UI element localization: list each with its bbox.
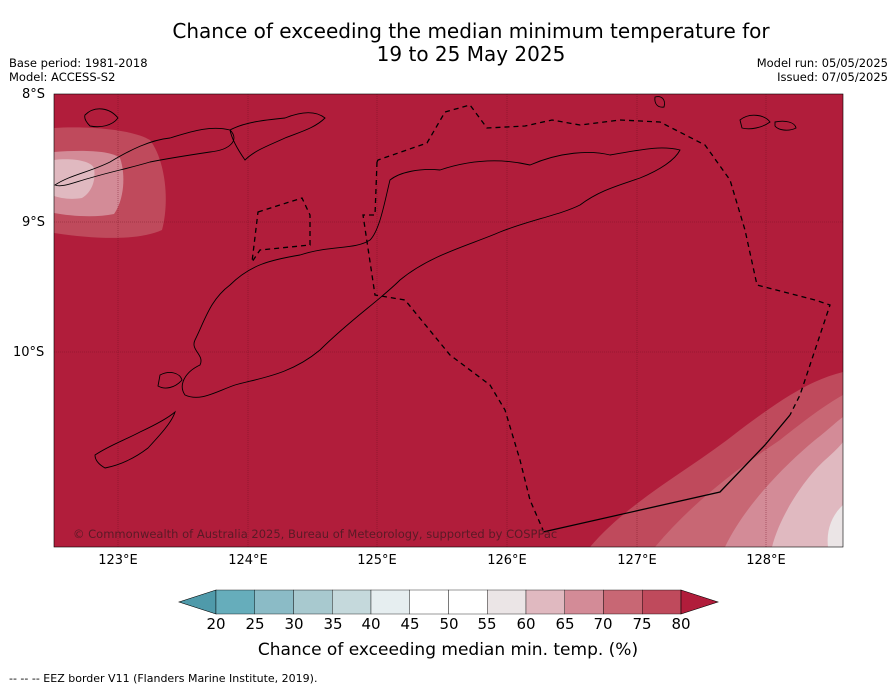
colorbar-tick: 65 xyxy=(555,615,575,633)
eez-footer-note: -- -- -- EEZ border V11 (Flanders Marine… xyxy=(9,672,318,685)
colorbar-swatch xyxy=(525,589,565,615)
probability-field xyxy=(54,94,843,547)
base-period: Base period: 1981-2018 xyxy=(9,56,148,70)
issued-date: Issued: 07/05/2025 xyxy=(777,70,888,84)
colorbar-tick: 75 xyxy=(632,615,652,633)
lat-label-10s: 10°S xyxy=(13,345,45,360)
coastlines xyxy=(54,96,797,469)
rote-coastline xyxy=(157,372,183,389)
colorbar-tick: 20 xyxy=(206,615,226,633)
map-title: Chance of exceeding the median minimum t… xyxy=(0,20,896,66)
lat-label-9s: 9°S xyxy=(22,215,46,230)
colorbar-swatch xyxy=(564,589,604,615)
colorbar-swatch xyxy=(254,589,294,615)
model-run: Model run: 05/05/2025 xyxy=(756,56,888,70)
lon-label-125e: 125°E xyxy=(357,553,397,568)
alor-islands-coastline xyxy=(54,127,235,187)
atauro-coastline xyxy=(654,96,665,108)
flores-coastline xyxy=(84,108,119,128)
lon-label-126e: 126°E xyxy=(487,553,527,568)
map-frame xyxy=(53,93,844,548)
sumba-sawu-coastline xyxy=(94,410,176,469)
lon-label-123e: 123°E xyxy=(98,553,138,568)
colorbar-swatch xyxy=(487,589,527,615)
colorbar-swatch xyxy=(293,589,333,615)
field-zone-65-nw xyxy=(54,159,95,199)
copyright-notice: © Commonwealth of Australia 2025, Bureau… xyxy=(73,527,558,541)
colorbar-tick: 25 xyxy=(245,615,265,633)
colorbar-tick: 50 xyxy=(439,615,459,633)
eez-border-north xyxy=(376,104,831,416)
colorbar-swatch xyxy=(448,589,488,615)
eez-border-west xyxy=(362,161,544,531)
timor-coastline xyxy=(181,147,681,398)
meta-right: Model run: 05/05/2025 Issued: 07/05/2025 xyxy=(757,56,888,84)
colorbar-swatch xyxy=(603,589,643,615)
colorbar-tick: 40 xyxy=(361,615,381,633)
colorbar-tick: 80 xyxy=(671,615,691,633)
lon-label-128e: 128°E xyxy=(746,553,786,568)
eez-border-southeast xyxy=(542,414,791,533)
colorbar-swatch xyxy=(215,589,255,615)
field-zone-60-se xyxy=(772,442,843,547)
colorbar-tick: 45 xyxy=(400,615,420,633)
leti-coastline xyxy=(774,120,797,131)
title-line-1: Chance of exceeding the median minimum t… xyxy=(172,19,770,43)
colorbar-swatch xyxy=(370,589,410,615)
field-zone-55-se xyxy=(827,505,843,547)
colorbar-under-arrow xyxy=(178,589,217,615)
colorbar-label: Chance of exceeding median min. temp. (%… xyxy=(257,640,639,660)
lon-label-127e: 127°E xyxy=(617,553,657,568)
babar-coastline xyxy=(739,114,771,130)
title-line-2: 19 to 25 May 2025 xyxy=(376,42,566,66)
colorbar-swatch xyxy=(409,589,449,615)
colorbar-tick: 55 xyxy=(477,615,497,633)
wetar-coastline xyxy=(229,112,326,161)
colorbar-over-arrow xyxy=(680,589,719,615)
graticule xyxy=(54,94,843,547)
eez-borders xyxy=(251,104,831,531)
lat-label-8s: 8°S xyxy=(22,87,46,102)
lon-label-124e: 124°E xyxy=(228,553,268,568)
colorbar-tick: 60 xyxy=(516,615,536,633)
model-name: Model: ACCESS-S2 xyxy=(9,70,116,84)
colorbar xyxy=(178,589,719,615)
colorbar-tick: 70 xyxy=(593,615,613,633)
colorbar-tick: 30 xyxy=(284,615,304,633)
colorbar-swatch xyxy=(642,589,682,615)
colorbar-tick: 35 xyxy=(323,615,343,633)
eez-border-oecusse xyxy=(251,197,311,263)
colorbar-swatch xyxy=(332,589,372,615)
meta-left: Base period: 1981-2018 Model: ACCESS-S2 xyxy=(9,56,148,84)
